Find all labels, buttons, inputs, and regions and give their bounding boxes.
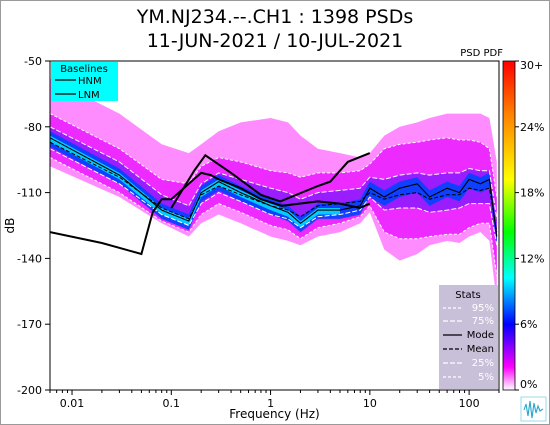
series-5pct-line [50,157,498,276]
x-axis-label: Frequency (Hz) [229,407,320,421]
baselines-legend: Baselines HNM LNM [51,62,118,101]
psd-pdf-label: PSD PDF [460,48,503,59]
colorbar-tick-label: 30+ [520,59,543,72]
y-tick-label: -140 [17,252,42,265]
series-95pct-line [50,113,498,198]
y-tick-label: -170 [17,318,42,331]
logo-icon [520,396,547,422]
colorbar-tick-label: 18% [520,187,544,200]
x-tick-label: 0.1 [163,397,181,410]
x-tick-label: 100 [459,397,480,410]
x-tick-label: 1 [267,397,274,410]
stats-legend-title: Stats [455,290,481,301]
stats-legend-75: 75% [472,316,494,327]
series-75pct-line [50,126,498,219]
stats-legend: Stats 95% 75% Mode Mean 25% 5% [439,285,498,389]
y-tick-label: -110 [17,187,42,200]
series-mean-line [50,141,498,233]
stats-legend-mean: Mean [467,344,494,355]
chart-title: YM.NJ234.--.CH1 : 1398 PSDs [136,6,414,28]
colorbar-tick-label: 0% [520,378,537,391]
y-tick-label: -80 [24,121,42,134]
series-hnm-line [170,152,371,209]
baselines-legend-hnm: HNM [78,76,102,87]
x-tick-label: 0.01 [60,397,85,410]
colorbar-tick-label: 6% [520,318,537,331]
baselines-legend-lnm: LNM [78,90,100,101]
colorbar [502,60,516,391]
y-tick-label: -50 [24,55,42,68]
series-lnm-line [50,171,371,256]
series-25pct-line [50,148,498,246]
plot-area-border [49,60,500,391]
baselines-legend-title: Baselines [60,64,108,75]
colorbar-tick-label: 12% [520,252,544,265]
y-tick-label: -200 [17,384,42,397]
chart-subtitle: 11-JUN-2021 / 10-JUL-2021 [146,30,404,52]
stats-legend-95: 95% [472,303,494,314]
y-axis-label: dB [3,218,17,234]
colorbar-tick-label: 24% [520,121,544,134]
x-tick-label: 10 [363,397,377,410]
stats-legend-5: 5% [478,372,494,383]
stats-legend-mode: Mode [467,330,494,341]
pdf-core-band [50,131,497,246]
series-mode-line [50,137,498,237]
stats-legend-25: 25% [472,358,494,369]
